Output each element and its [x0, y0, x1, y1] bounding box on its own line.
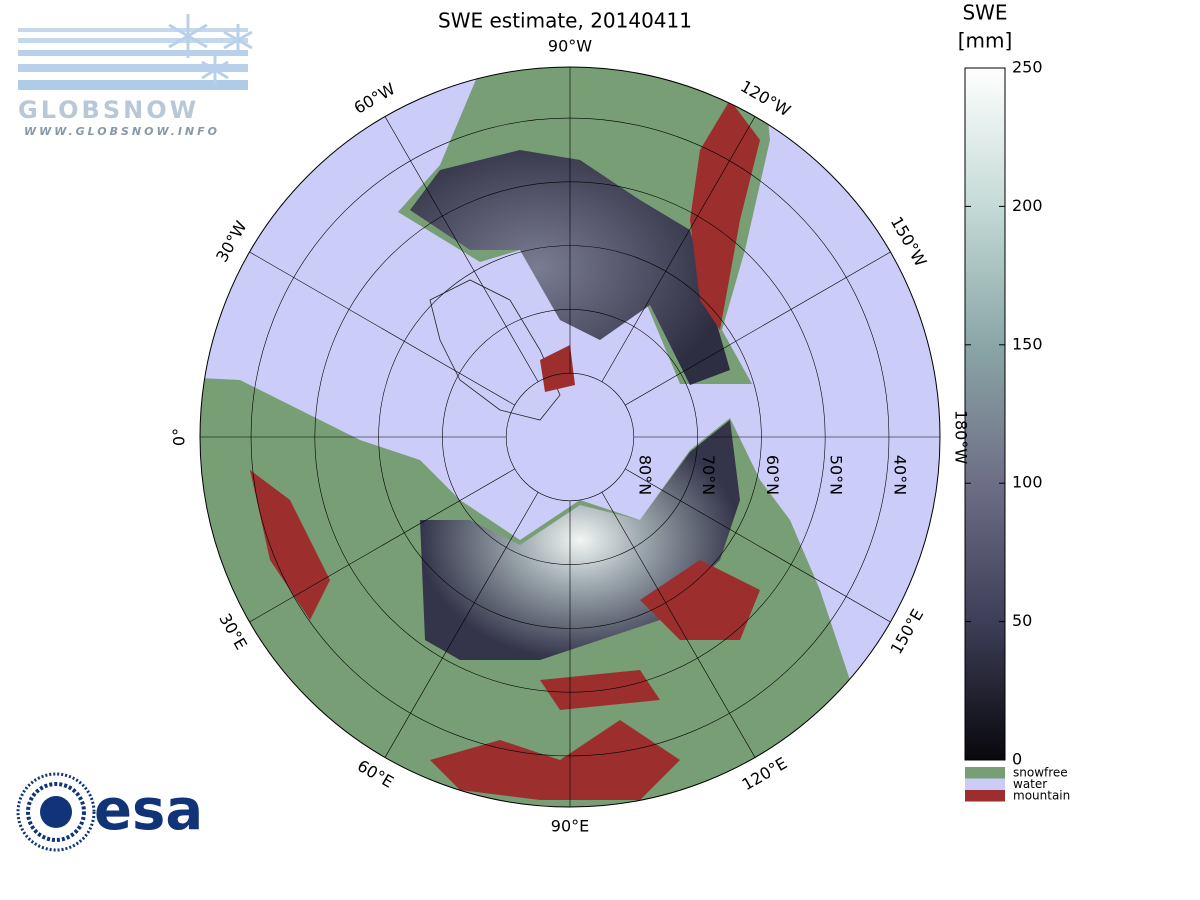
- meridian: [625, 468, 891, 623]
- globsnow-logo: GLOBSNOW WWW.GLOBSNOW.INFO: [18, 14, 253, 138]
- meridian: [601, 116, 756, 382]
- colorbar-unit: [mm]: [958, 29, 1013, 53]
- meridian: [384, 492, 539, 758]
- class-swatch: [965, 767, 1005, 779]
- colorbar-tick-label: 150: [1012, 334, 1043, 353]
- parallel-label: 70°N: [699, 455, 718, 495]
- colorbar-tick-label: 100: [1012, 473, 1043, 492]
- meridian: [249, 251, 515, 406]
- class-swatch: [965, 778, 1005, 790]
- colorbar-tick-label: 50: [1012, 611, 1032, 630]
- meridian-label: 180°W: [952, 410, 971, 465]
- colorbar-title: SWE: [962, 1, 1007, 25]
- colorbar-tick-label: 0: [1012, 750, 1022, 769]
- meridian: [625, 251, 891, 406]
- colorbar-tick-label: 250: [1012, 58, 1043, 77]
- parallel-label: 50°N: [827, 455, 846, 495]
- mountains: [250, 100, 760, 800]
- graticule: [200, 67, 940, 807]
- meridian-label: 30°W: [212, 217, 251, 265]
- greenland: [429, 279, 561, 421]
- class-label: mountain: [1013, 789, 1070, 803]
- parallel-label: 60°N: [763, 455, 782, 495]
- meridian-label: 60°E: [354, 756, 397, 792]
- meridian-label: 60°W: [351, 79, 399, 118]
- class-label: snowfree: [1013, 766, 1068, 780]
- parallel-label: 40°N: [890, 455, 909, 495]
- map-title: SWE estimate, 20140411: [438, 9, 692, 33]
- meridian-label: 30°E: [215, 610, 251, 653]
- meridian: [384, 116, 539, 382]
- class-label: water: [1013, 777, 1047, 791]
- meridian-label: 90°W: [548, 37, 592, 56]
- meridian-label: 0°: [170, 428, 189, 446]
- meridian: [601, 492, 756, 758]
- esa-wordmark: esa: [94, 778, 203, 843]
- meridian: [249, 468, 515, 623]
- map-border: [199, 66, 941, 808]
- parallel-label: 80°N: [635, 455, 654, 495]
- class-swatch: [965, 790, 1005, 802]
- colorbar-tick-label: 200: [1012, 196, 1043, 215]
- meridian-label: 90°E: [551, 817, 589, 836]
- logo-name: GLOBSNOW: [18, 96, 199, 124]
- logo-url: WWW.GLOBSNOW.INFO: [24, 125, 220, 138]
- esa-logo: esa: [16, 772, 203, 852]
- colorbar: [964, 67, 1006, 761]
